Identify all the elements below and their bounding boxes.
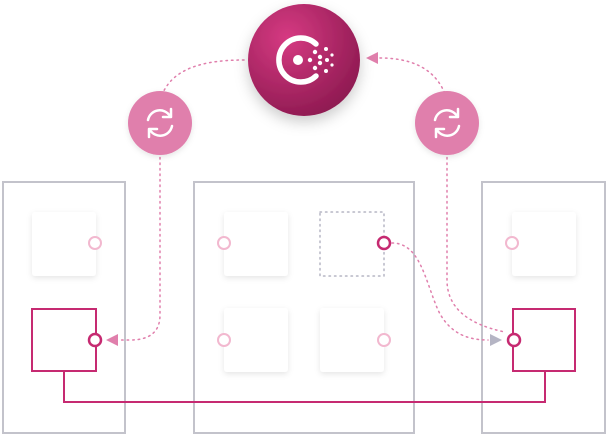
service-port: [217, 236, 231, 250]
consul-logo-icon: [276, 35, 334, 85]
node-right: [481, 181, 606, 434]
sync-arrows-icon: [433, 107, 461, 139]
arrowhead-to-hub: [366, 52, 378, 64]
service-card: [224, 308, 288, 372]
sync-link-left: [159, 59, 245, 101]
service-port: [377, 333, 391, 347]
service-card: [32, 212, 96, 276]
consul-hub: [248, 4, 360, 116]
service-card: [224, 212, 288, 276]
arrowhead-to-left-proxy: [106, 334, 118, 346]
node-left: [2, 181, 126, 434]
service-port-active: [376, 235, 392, 251]
sync-arrows-icon: [146, 107, 174, 139]
sync-badge-left: [128, 91, 192, 155]
proxy-to-proxy-link: [391, 242, 489, 341]
proxy-connection: [63, 371, 546, 403]
node-middle: [193, 181, 415, 434]
service-card-dotted: [319, 211, 385, 277]
service-card: [512, 212, 576, 276]
config-link-right: [446, 151, 506, 333]
config-link-left: [119, 151, 161, 341]
proxy-card-left: [31, 308, 97, 372]
service-port: [217, 333, 231, 347]
proxy-port-left: [87, 332, 103, 348]
service-port: [88, 236, 102, 250]
sync-badge-right: [415, 91, 479, 155]
service-card: [320, 308, 384, 372]
proxy-card-right: [512, 308, 576, 372]
arrowhead-to-right-proxy: [490, 334, 502, 346]
proxy-port-right: [506, 332, 522, 348]
service-port: [505, 236, 519, 250]
